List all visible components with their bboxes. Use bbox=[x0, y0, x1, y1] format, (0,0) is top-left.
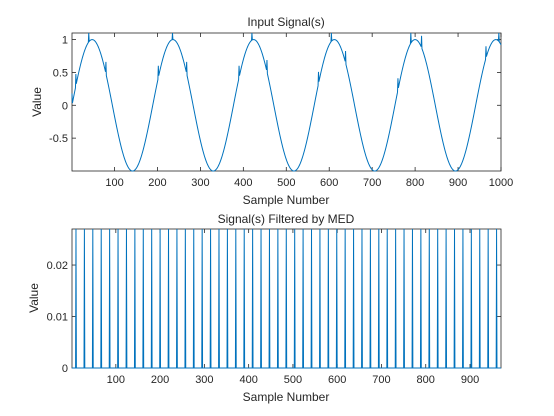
filtered-signal-axes: Signal(s) Filtered by MED 100 200 300 400 50… bbox=[27, 212, 502, 404]
input-signal-x-tick-label: 800 bbox=[406, 177, 424, 189]
input-signal-x-tick-label: 400 bbox=[234, 177, 252, 189]
input-signal-axes: Input Signal(s) 100 200 300 400 500 600 700 800… bbox=[30, 15, 513, 207]
filtered-signal-x-tick-label: 800 bbox=[417, 374, 435, 386]
filtered-signal-x-tick-label: 700 bbox=[372, 374, 390, 386]
input-signal-y-tick-label: 0.5 bbox=[53, 67, 68, 79]
input-signal-title: Input Signal(s) bbox=[247, 15, 324, 29]
input-signal-series-line bbox=[71, 32, 502, 172]
filtered-signal-x-tick-label: 600 bbox=[328, 374, 346, 386]
filtered-signal-title: Signal(s) Filtered by MED bbox=[218, 212, 355, 226]
filtered-signal-x-tick-label: 500 bbox=[284, 374, 302, 386]
input-signal-x-tick-label: 600 bbox=[320, 177, 338, 189]
filtered-signal-x-tick-label: 400 bbox=[239, 374, 257, 386]
filtered-signal-x-label: Sample Number bbox=[243, 390, 330, 404]
filtered-signal-y-label: Value bbox=[27, 283, 41, 313]
input-signal-x-ticks: 100 200 300 400 500 600 700 800 900 1000 bbox=[105, 33, 513, 189]
filtered-signal-y-tick-label: 0 bbox=[62, 363, 68, 375]
filtered-signal-series-line bbox=[72, 228, 501, 369]
input-signal-y-tick-label: 1 bbox=[62, 35, 68, 47]
input-signal-x-tick-label: 100 bbox=[105, 177, 123, 189]
input-signal-x-tick-label: 200 bbox=[148, 177, 166, 189]
filtered-signal-x-tick-label: 100 bbox=[107, 374, 125, 386]
input-signal-x-tick-label: 900 bbox=[449, 177, 467, 189]
filtered-signal-y-tick-label: 0.01 bbox=[47, 312, 68, 324]
input-signal-y-tick-label: -0.5 bbox=[49, 133, 68, 145]
filtered-signal-x-ticks: 100 200 300 400 500 600 700 800 900 bbox=[107, 229, 479, 386]
filtered-signal-x-tick-label: 200 bbox=[151, 374, 169, 386]
filtered-signal-y-ticks: 0 0.01 0.02 bbox=[47, 260, 501, 375]
input-signal-x-label: Sample Number bbox=[243, 193, 330, 207]
input-signal-x-tick-label: 700 bbox=[363, 177, 381, 189]
input-signal-plot-area bbox=[71, 32, 502, 172]
input-signal-x-tick-label: 500 bbox=[277, 177, 295, 189]
input-signal-y-tick-label: 0 bbox=[62, 100, 68, 112]
filtered-signal-x-tick-label: 900 bbox=[461, 374, 479, 386]
input-signal-x-tick-label: 1000 bbox=[489, 177, 513, 189]
filtered-signal-y-tick-label: 0.02 bbox=[47, 260, 68, 272]
input-signal-y-ticks: -0.5 0 0.5 1 bbox=[49, 35, 501, 145]
filtered-signal-x-tick-label: 300 bbox=[195, 374, 213, 386]
input-signal-x-tick-label: 300 bbox=[191, 177, 209, 189]
input-signal-y-label: Value bbox=[30, 87, 44, 117]
